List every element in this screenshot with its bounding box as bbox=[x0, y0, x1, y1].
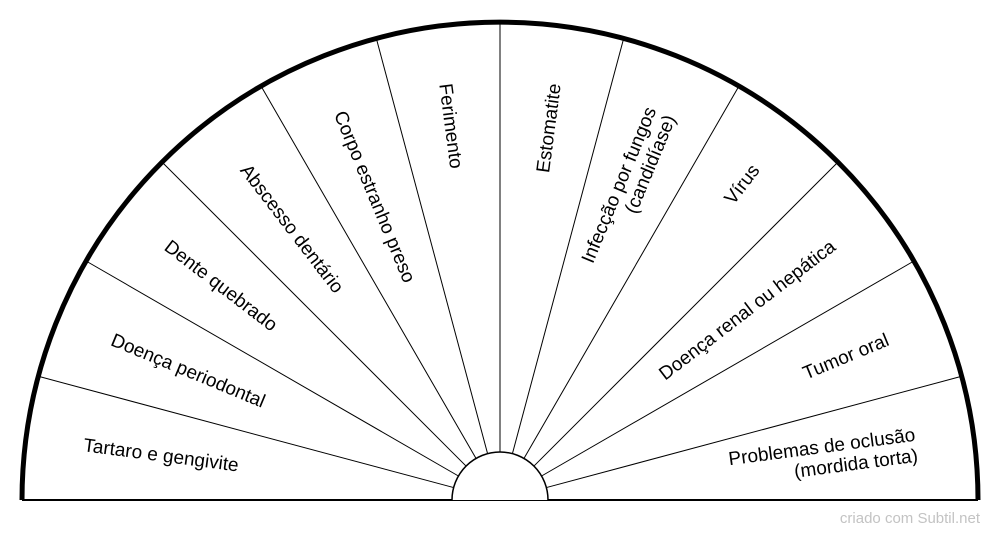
segment-label: Dente quebrado bbox=[160, 236, 281, 336]
segment-divider bbox=[39, 376, 454, 489]
segment-label: Abscesso dentário bbox=[236, 161, 348, 298]
segment-divider bbox=[546, 376, 961, 489]
segment-divider bbox=[86, 261, 459, 477]
segment-label-line: Abscesso dentário bbox=[236, 161, 348, 298]
segment-label: Infecção por fungos(candidíase) bbox=[578, 104, 681, 274]
segment-label: Vírus bbox=[721, 161, 765, 209]
segment-label-line: Doença periodontal bbox=[108, 330, 268, 412]
segment-label-line: Corpo estranho preso bbox=[329, 108, 419, 286]
segment-label: Tumor oral bbox=[800, 330, 892, 384]
segment-divider bbox=[511, 39, 624, 454]
segment-label-line: Tartaro e gengivite bbox=[82, 435, 240, 476]
outer-arc bbox=[19, 19, 981, 501]
credit-text: criado com Subtil.net bbox=[839, 510, 980, 527]
segment-divider bbox=[162, 162, 467, 467]
inner-semicircle bbox=[451, 451, 549, 501]
segment-label: Corpo estranho preso bbox=[329, 108, 419, 286]
segment-label-line: Tumor oral bbox=[800, 330, 892, 384]
segment-label: Doença periodontal bbox=[108, 330, 268, 412]
segment-label-line: Estomatite bbox=[533, 82, 566, 174]
segment-label: Tartaro e gengivite bbox=[82, 435, 240, 476]
segment-divider bbox=[541, 261, 914, 477]
segment-label-line: Vírus bbox=[721, 161, 765, 209]
segment-divider bbox=[261, 86, 477, 459]
segment-divider bbox=[533, 162, 838, 467]
segment-divider bbox=[376, 39, 489, 454]
segment-divider bbox=[523, 86, 739, 459]
segment-label: Ferimento bbox=[434, 82, 466, 170]
segment-label-line: Ferimento bbox=[434, 82, 466, 170]
segment-label: Problemas de oclusão(mordida torta) bbox=[727, 425, 919, 491]
segment-label: Estomatite bbox=[533, 82, 566, 174]
segment-label-line: Dente quebrado bbox=[160, 236, 281, 336]
segment-dividers bbox=[39, 23, 961, 489]
segment-labels: Tartaro e gengivite Doença periodontalDen… bbox=[82, 82, 919, 491]
